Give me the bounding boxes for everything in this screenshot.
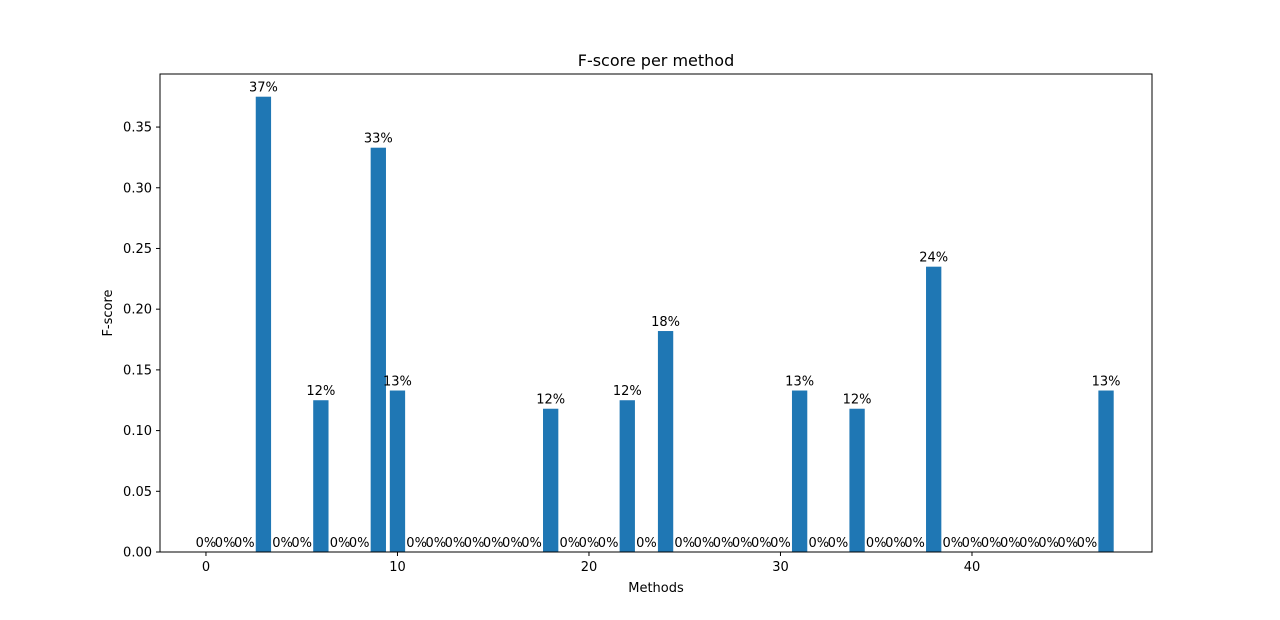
bar-method-9 — [370, 147, 386, 552]
x-axis-ticks: 0 10 20 30 40 — [202, 552, 980, 575]
x-tick-label: 30 — [772, 560, 789, 575]
y-tick-label: 0.05 — [123, 485, 152, 500]
bar-label-method-47: 13% — [1092, 375, 1121, 390]
bar-label-method-23: 0% — [636, 536, 657, 551]
bar-label-method-44: 0% — [1038, 536, 1059, 551]
bar-label-method-8: 0% — [349, 536, 370, 551]
y-tick-label: 0.10 — [123, 424, 152, 439]
bar-method-24 — [657, 331, 674, 552]
x-tick-label: 10 — [389, 560, 406, 575]
bar-label-method-32: 0% — [808, 536, 829, 551]
bar-method-34 — [849, 408, 865, 552]
x-tick-label: 0 — [202, 560, 210, 575]
bar-method-38 — [926, 266, 942, 552]
y-tick-label: 0.25 — [123, 242, 152, 257]
bar-label-method-1: 0% — [215, 536, 236, 551]
bar-label-method-9: 33% — [364, 132, 393, 147]
bar-method-10 — [389, 390, 406, 552]
bar-label-method-33: 0% — [828, 536, 849, 551]
bar-label-method-24: 18% — [651, 315, 680, 330]
y-axis-ticks: 0.00 0.05 0.10 0.15 0.20 0.25 0.30 0.35 — [123, 121, 160, 561]
bar-method-18 — [543, 408, 559, 552]
bar-label-method-38: 24% — [919, 251, 948, 266]
bar-label-method-0: 0% — [196, 536, 217, 551]
bar-label-method-22: 12% — [613, 384, 642, 399]
x-tick-label: 20 — [581, 560, 598, 575]
bar-label-method-18: 12% — [536, 393, 565, 408]
y-tick-label: 0.35 — [123, 121, 152, 136]
bar-label-method-5: 0% — [291, 536, 312, 551]
bar-label-method-46: 0% — [1077, 536, 1098, 551]
bar-label-method-14: 0% — [464, 536, 485, 551]
y-tick-label: 0.30 — [123, 181, 152, 196]
bar-label-method-21: 0% — [598, 536, 619, 551]
bars-group — [255, 96, 1114, 552]
y-tick-label: 0.00 — [123, 546, 152, 561]
bar-label-method-4: 0% — [272, 536, 293, 551]
y-tick-label: 0.20 — [123, 303, 152, 318]
x-axis-title: Methods — [628, 581, 684, 596]
bar-label-method-26: 0% — [694, 536, 715, 551]
bar-label-method-7: 0% — [330, 536, 351, 551]
bar-label-method-34: 12% — [843, 393, 872, 408]
bar-label-method-15: 0% — [483, 536, 504, 551]
bar-label-method-11: 0% — [406, 536, 427, 551]
plot-frame — [159, 73, 1153, 553]
bar-label-method-27: 0% — [713, 536, 734, 551]
bar-label-method-35: 0% — [866, 536, 887, 551]
bar-label-method-39: 0% — [943, 536, 964, 551]
bar-label-method-28: 0% — [732, 536, 753, 551]
bar-label-method-36: 0% — [885, 536, 906, 551]
bar-label-method-16: 0% — [502, 536, 523, 551]
bar-label-method-20: 0% — [579, 536, 600, 551]
bar-label-method-10: 13% — [383, 375, 412, 390]
bar-label-method-2: 0% — [234, 536, 255, 551]
bar-labels-group: 0%0%0%37%0%0%12%0%0%33%13%0%0%0%0%0%0%0%… — [196, 81, 1121, 551]
bar-label-method-43: 0% — [1019, 536, 1040, 551]
bar-label-method-25: 0% — [674, 536, 695, 551]
bar-label-method-12: 0% — [425, 536, 446, 551]
bar-label-method-37: 0% — [904, 536, 925, 551]
chart-title: F-score per method — [578, 51, 735, 70]
bar-label-method-6: 12% — [306, 384, 335, 399]
bar-method-47 — [1098, 390, 1114, 552]
bar-label-method-45: 0% — [1057, 536, 1078, 551]
bar-label-method-17: 0% — [521, 536, 542, 551]
bar-label-method-3: 37% — [249, 81, 278, 96]
bar-label-method-42: 0% — [1000, 536, 1021, 551]
bar-method-22 — [619, 400, 635, 552]
bar-label-method-41: 0% — [981, 536, 1002, 551]
bar-method-31 — [791, 390, 808, 552]
bar-label-method-13: 0% — [445, 536, 466, 551]
bar-label-method-40: 0% — [962, 536, 983, 551]
bar-label-method-30: 0% — [770, 536, 791, 551]
bar-method-6 — [313, 400, 329, 552]
bar-method-3 — [255, 96, 272, 552]
y-axis-title: F-score — [101, 289, 116, 336]
bar-label-method-29: 0% — [751, 536, 772, 551]
x-tick-label: 40 — [964, 560, 981, 575]
y-tick-label: 0.15 — [123, 363, 152, 378]
bar-label-method-19: 0% — [560, 536, 581, 551]
bar-label-method-31: 13% — [785, 375, 814, 390]
